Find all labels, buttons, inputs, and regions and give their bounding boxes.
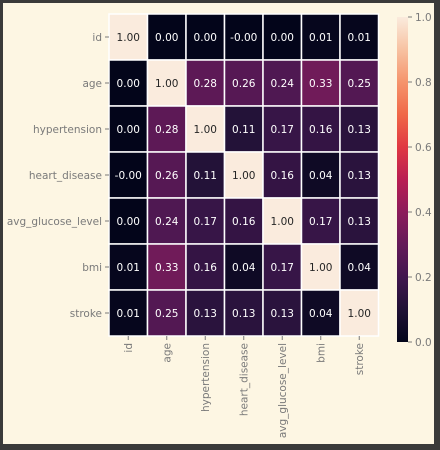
heatmap-cell	[262, 105, 303, 153]
column-label: stroke	[354, 343, 366, 375]
cell-value-label: 0.24	[155, 216, 179, 228]
cell-value-label: 1.00	[348, 308, 371, 320]
colorbar-tick-label: 0.2	[415, 272, 432, 284]
row-label: bmi	[82, 262, 102, 274]
heatmap-cell	[339, 243, 380, 291]
heatmap-cell	[339, 59, 380, 107]
heatmap-cell	[339, 289, 380, 337]
cell-value-label: 0.25	[348, 78, 371, 90]
heatmap-cell	[339, 105, 380, 153]
cell-value-label: 0.11	[194, 170, 217, 182]
row-label: hypertension	[33, 124, 102, 136]
colorbar-tick-label: 0.0	[415, 337, 432, 349]
column-labels: id age hypertension heart_disease avg_glucos…	[123, 336, 366, 438]
heatmap-cell	[108, 197, 149, 245]
colorbar-tick-label: 0.8	[415, 77, 432, 89]
heatmap-cell	[185, 289, 226, 337]
heatmap-cell	[300, 289, 341, 337]
cell-value-label: 0.25	[155, 308, 178, 320]
cell-value-label: 0.13	[348, 124, 371, 136]
row-label: age	[82, 78, 102, 90]
colorbar-tick-label: 0.4	[415, 207, 432, 219]
heatmap-cell	[262, 59, 303, 107]
cell-value-label: 0.13	[232, 308, 255, 320]
colorbar-gradient	[397, 17, 408, 342]
cell-value-label: 1.00	[309, 262, 332, 274]
cell-value-label: 0.17	[309, 216, 332, 228]
heatmap-cell	[146, 105, 187, 153]
cell-value-label: 1.00	[155, 78, 178, 90]
cell-value-label: 0.16	[309, 124, 333, 136]
heatmap-cell	[108, 243, 149, 291]
cell-value-label: 0.00	[117, 216, 140, 228]
cell-value-label: 0.26	[232, 78, 256, 90]
column-label: bmi	[315, 343, 327, 363]
heatmap-cell	[146, 243, 187, 291]
cell-value-label: 0.04	[232, 262, 256, 274]
cell-value-label: 0.13	[194, 308, 217, 320]
cell-value-label: 0.16	[194, 262, 218, 274]
cell-value-label: 0.01	[348, 32, 371, 44]
column-label: id	[123, 343, 135, 353]
heatmap-cell	[185, 197, 226, 245]
cell-value-label: -0.00	[115, 170, 142, 182]
cell-value-label: 0.28	[194, 78, 217, 90]
cell-value-label: 0.33	[309, 78, 332, 90]
cell-value-label: 0.33	[155, 262, 178, 274]
cell-value-label: 0.26	[155, 170, 179, 182]
cell-value-label: 1.00	[117, 32, 140, 44]
row-label: avg_glucose_level	[7, 216, 102, 228]
cell-value-label: 0.00	[117, 124, 140, 136]
column-label: age	[161, 343, 173, 363]
cell-value-label: 0.04	[309, 308, 333, 320]
heatmap-cell	[108, 151, 149, 199]
cell-value-label: 0.16	[271, 170, 295, 182]
cell-value-label: 0.00	[194, 32, 217, 44]
cell-value-label: 0.13	[348, 216, 371, 228]
colorbar-tick-label: 1.0	[415, 12, 432, 24]
cell-value-label: 0.00	[117, 78, 140, 90]
cell-value-label: 0.01	[117, 308, 140, 320]
column-label: hypertension	[200, 343, 212, 412]
heatmap-cell	[185, 105, 226, 153]
column-label: avg_glucose_level	[277, 343, 289, 438]
cell-value-label: 0.13	[348, 170, 371, 182]
cell-value-label: 0.16	[232, 216, 256, 228]
colorbar-tick-label: 0.6	[415, 142, 432, 154]
cell-value-label: 0.17	[271, 124, 294, 136]
figure-frame: 1.00 0.00 0.00 -0.00 0.00 0.01 0.01 0.00 1.00 0.2…	[3, 3, 434, 444]
cell-value-label: 0.01	[309, 32, 332, 44]
cell-value-label: 0.11	[232, 124, 255, 136]
cell-value-label: 0.00	[271, 32, 294, 44]
cell-value-label: 0.24	[271, 78, 295, 90]
heatmap-cell	[146, 151, 187, 199]
colorbar: 0.0 0.2 0.4 0.6 0.8 1.0	[397, 12, 432, 349]
heatmap-cell	[223, 289, 264, 337]
cell-value-label: 1.00	[271, 216, 294, 228]
cell-value-label: 0.01	[117, 262, 140, 274]
cell-value-label: 0.17	[271, 262, 294, 274]
row-labels: id age hypertension heart_disease avg_glucos…	[7, 32, 109, 320]
column-label: heart_disease	[238, 343, 250, 416]
heatmap-cells: 1.00 0.00 0.00 -0.00 0.00 0.01 0.01 0.00 1.00 0.2…	[108, 13, 380, 337]
row-label: id	[92, 32, 102, 44]
row-label: heart_disease	[29, 170, 102, 182]
heatmap-cell	[300, 13, 341, 61]
heatmap-cell	[300, 105, 341, 153]
cell-value-label: 0.00	[155, 32, 178, 44]
heatmap-chart: 1.00 0.00 0.00 -0.00 0.00 0.01 0.01 0.00 1.00 0.2…	[7, 12, 432, 438]
cell-value-label: 0.17	[194, 216, 217, 228]
heatmap-cell	[300, 151, 341, 199]
cell-value-label: 1.00	[194, 124, 217, 136]
heatmap-cell	[185, 59, 226, 107]
cell-value-label: 0.13	[271, 308, 294, 320]
cell-value-label: 0.28	[155, 124, 178, 136]
cell-value-label: 1.00	[232, 170, 255, 182]
cell-value-label: 0.04	[348, 262, 372, 274]
row-label: stroke	[70, 308, 102, 320]
cell-value-label: -0.00	[230, 32, 257, 44]
cell-value-label: 0.04	[309, 170, 333, 182]
